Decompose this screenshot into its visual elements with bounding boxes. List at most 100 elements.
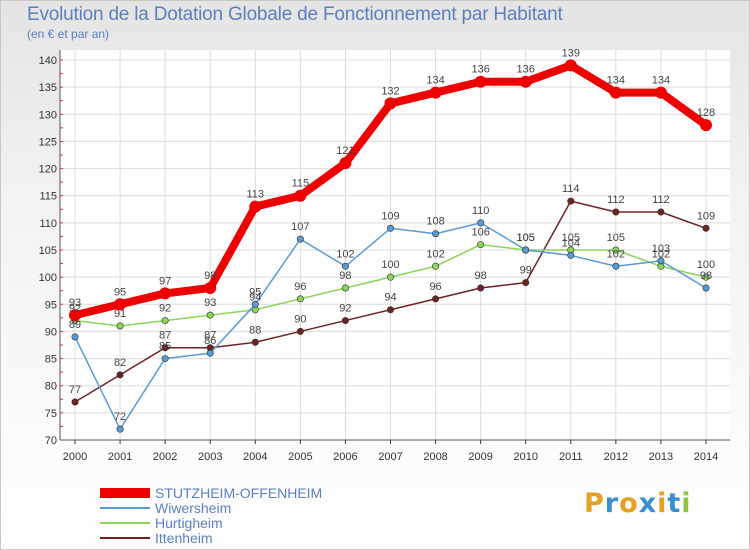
- y-tick-label: 140: [39, 55, 57, 67]
- x-tick-label: 2004: [243, 451, 267, 463]
- legend-label-hurtigheim: Hurtigheim: [155, 515, 223, 531]
- data-label-wiwersheim: 108: [426, 216, 444, 228]
- data-label-stutzheim-offenheim: 97: [159, 275, 171, 287]
- y-tick-label: 90: [45, 326, 57, 338]
- plot-area: [60, 50, 730, 440]
- data-point-ittenheim: [522, 279, 530, 287]
- data-label-ittenheim: 87: [204, 330, 216, 342]
- data-point-wiwersheim: [477, 219, 485, 227]
- x-tick-label: 2014: [694, 451, 718, 463]
- data-label-stutzheim-offenheim: 134: [652, 75, 670, 87]
- data-point-ittenheim: [251, 338, 259, 346]
- legend-swatch-hurtigheim: [100, 522, 150, 524]
- data-point-wiwersheim: [71, 333, 79, 341]
- data-point-hurtigheim: [206, 311, 214, 319]
- legend-label-wiwersheim: Wiwersheim: [155, 500, 232, 516]
- x-tick-label: 2003: [198, 451, 222, 463]
- data-point-wiwersheim: [251, 300, 259, 308]
- logo-letter: i: [681, 488, 692, 519]
- data-label-ittenheim: 109: [697, 210, 715, 222]
- data-label-ittenheim: 112: [607, 194, 625, 206]
- data-label-wiwersheim: 95: [249, 286, 261, 298]
- x-tick-label: 2012: [604, 451, 628, 463]
- data-label-wiwersheim: 89: [69, 319, 81, 331]
- data-label-hurtigheim: 93: [204, 297, 216, 309]
- logo-letter: x: [638, 488, 658, 519]
- data-label-wiwersheim: 110: [472, 205, 490, 217]
- data-label-hurtigheim: 102: [652, 248, 670, 260]
- data-point-wiwersheim: [296, 235, 304, 243]
- y-tick-label: 75: [45, 408, 57, 420]
- y-tick-label: 110: [39, 218, 57, 230]
- data-point-stutzheim-offenheim: [429, 86, 442, 99]
- data-point-wiwersheim: [432, 230, 440, 238]
- data-label-hurtigheim: 91: [114, 308, 126, 320]
- y-tick-label: 120: [39, 164, 57, 176]
- data-point-stutzheim-offenheim: [519, 75, 532, 88]
- data-label-hurtigheim: 96: [294, 281, 306, 293]
- data-label-stutzheim-offenheim: 136: [471, 64, 489, 76]
- data-point-hurtigheim: [612, 246, 620, 254]
- data-label-ittenheim: 87: [159, 330, 171, 342]
- data-point-stutzheim-offenheim: [654, 86, 667, 99]
- data-label-ittenheim: 96: [429, 281, 441, 293]
- legend-swatch-ittenheim: [100, 537, 150, 539]
- data-point-wiwersheim: [702, 284, 710, 292]
- data-point-hurtigheim: [702, 273, 710, 281]
- data-label-hurtigheim: 98: [339, 270, 351, 282]
- y-tick-label: 135: [39, 82, 57, 94]
- data-point-stutzheim-offenheim: [249, 200, 262, 213]
- legend-label-ittenheim: Ittenheim: [155, 530, 213, 546]
- data-point-stutzheim-offenheim: [339, 157, 352, 170]
- data-label-hurtigheim: 105: [562, 232, 580, 244]
- data-label-stutzheim-offenheim: 139: [562, 47, 580, 59]
- data-label-ittenheim: 82: [114, 357, 126, 369]
- data-label-wiwersheim: 86: [204, 335, 216, 347]
- logo-letter: i: [657, 488, 668, 519]
- chart-subtitle: (en € et par an): [27, 27, 110, 41]
- logo-letter: r: [604, 488, 620, 519]
- legend-label-stutzheim: STUTZHEIM-OFFENHEIM: [155, 485, 323, 501]
- data-point-ittenheim: [432, 295, 440, 303]
- data-label-wiwersheim: 98: [700, 270, 712, 282]
- proxiti-logo: Proxiti: [584, 488, 692, 519]
- data-point-ittenheim: [567, 197, 575, 205]
- data-point-ittenheim: [116, 371, 124, 379]
- data-point-hurtigheim: [341, 284, 349, 292]
- data-label-hurtigheim: 100: [697, 259, 715, 271]
- x-tick-label: 2009: [468, 451, 492, 463]
- data-point-hurtigheim: [296, 295, 304, 303]
- data-label-wiwersheim: 72: [114, 411, 126, 423]
- data-label-stutzheim-offenheim: 134: [607, 75, 625, 87]
- data-label-stutzheim-offenheim: 121: [336, 145, 354, 157]
- data-label-hurtigheim: 92: [69, 303, 81, 315]
- logo-letter: o: [619, 488, 639, 519]
- data-point-hurtigheim: [161, 317, 169, 325]
- y-tick-label: 125: [39, 136, 57, 148]
- data-label-wiwersheim: 107: [291, 221, 309, 233]
- data-point-stutzheim-offenheim: [294, 189, 307, 202]
- data-point-stutzheim-offenheim: [609, 86, 622, 99]
- data-point-ittenheim: [702, 224, 710, 232]
- data-label-wiwersheim: 85: [159, 341, 171, 353]
- data-label-hurtigheim: 106: [471, 227, 489, 239]
- data-point-ittenheim: [161, 344, 169, 352]
- data-label-stutzheim-offenheim: 128: [697, 107, 715, 119]
- y-tick-label: 95: [45, 299, 57, 311]
- logo-letter: t: [667, 488, 682, 519]
- data-label-hurtigheim: 105: [517, 232, 535, 244]
- data-label-stutzheim-offenheim: 95: [114, 286, 126, 298]
- data-label-stutzheim-offenheim: 113: [247, 189, 265, 201]
- data-label-ittenheim: 92: [339, 303, 351, 315]
- data-point-stutzheim-offenheim: [384, 97, 397, 110]
- data-point-hurtigheim: [386, 273, 394, 281]
- y-tick-label: 115: [39, 191, 57, 203]
- data-label-stutzheim-offenheim: 136: [517, 64, 535, 76]
- data-label-wiwersheim: 109: [381, 210, 399, 222]
- data-label-stutzheim-offenheim: 98: [204, 270, 216, 282]
- data-point-wiwersheim: [386, 224, 394, 232]
- x-tick-label: 2007: [378, 451, 402, 463]
- y-tick-label: 130: [39, 109, 57, 121]
- data-point-ittenheim: [341, 317, 349, 325]
